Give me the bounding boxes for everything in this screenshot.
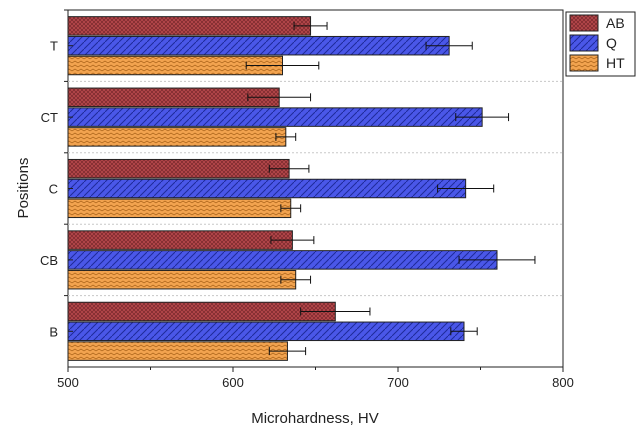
bar-q-c xyxy=(67,178,467,199)
y-tick-label-cb: CB xyxy=(40,253,58,268)
x-axis-ticks: 500 600 700 800 xyxy=(57,367,574,390)
error-bar-ht-ct xyxy=(275,132,297,141)
y-tick-label-t: T xyxy=(50,39,58,54)
legend-label-ht: HT xyxy=(606,55,625,71)
category-separators xyxy=(68,80,563,297)
bar-ab-t xyxy=(67,16,312,36)
error-bar-q-b xyxy=(450,327,478,336)
y-axis-ticks: B CB C CT T xyxy=(40,9,73,339)
x-tick-label-700: 700 xyxy=(387,375,409,390)
y-tick-label-c: C xyxy=(49,182,58,197)
error-bar-ab-t xyxy=(293,21,328,30)
error-bar-ht-t xyxy=(245,61,320,70)
error-bar-ab-cb xyxy=(270,236,315,245)
y-tick-label-b: B xyxy=(49,324,58,339)
y-tick-label-ct: CT xyxy=(41,110,58,125)
bar-ht-c xyxy=(67,198,292,219)
bar-q-t xyxy=(67,35,450,56)
y-axis-title: Positions xyxy=(15,158,32,219)
x-tick-label-600: 600 xyxy=(222,375,244,390)
legend-label-ab: AB xyxy=(606,15,625,31)
error-bar-q-cb xyxy=(458,255,536,264)
legend-label-q: Q xyxy=(606,35,617,51)
bar-ab-c xyxy=(67,158,290,179)
bar-ht-cb xyxy=(67,269,297,290)
error-bar-ht-b xyxy=(268,347,307,356)
bar-ab-b xyxy=(67,301,336,322)
error-bar-ab-c xyxy=(268,164,310,173)
legend-swatch-q xyxy=(569,34,599,52)
bars-group xyxy=(67,16,498,361)
error-bar-q-c xyxy=(437,184,495,193)
x-tick-label-500: 500 xyxy=(57,375,79,390)
error-bar-ht-c xyxy=(280,204,302,213)
legend: AB Q HT xyxy=(565,11,636,77)
error-bar-q-ct xyxy=(455,113,510,122)
bar-q-cb xyxy=(67,250,498,270)
bar-q-b xyxy=(67,321,465,342)
error-bar-ab-b xyxy=(300,307,371,316)
error-bars-group xyxy=(245,21,536,356)
error-bar-q-t xyxy=(425,41,473,50)
x-axis-title: Microhardness, HV xyxy=(251,410,379,427)
bar-q-ct xyxy=(67,107,483,127)
bar-ab-cb xyxy=(67,230,293,250)
legend-swatch-ab xyxy=(569,14,599,32)
bar-ht-b xyxy=(67,341,288,361)
legend-swatch-ht xyxy=(569,54,599,72)
error-bar-ab-ct xyxy=(247,93,312,102)
error-bar-ht-cb xyxy=(280,275,312,284)
bar-ht-ct xyxy=(67,127,287,147)
x-tick-label-800: 800 xyxy=(552,375,574,390)
